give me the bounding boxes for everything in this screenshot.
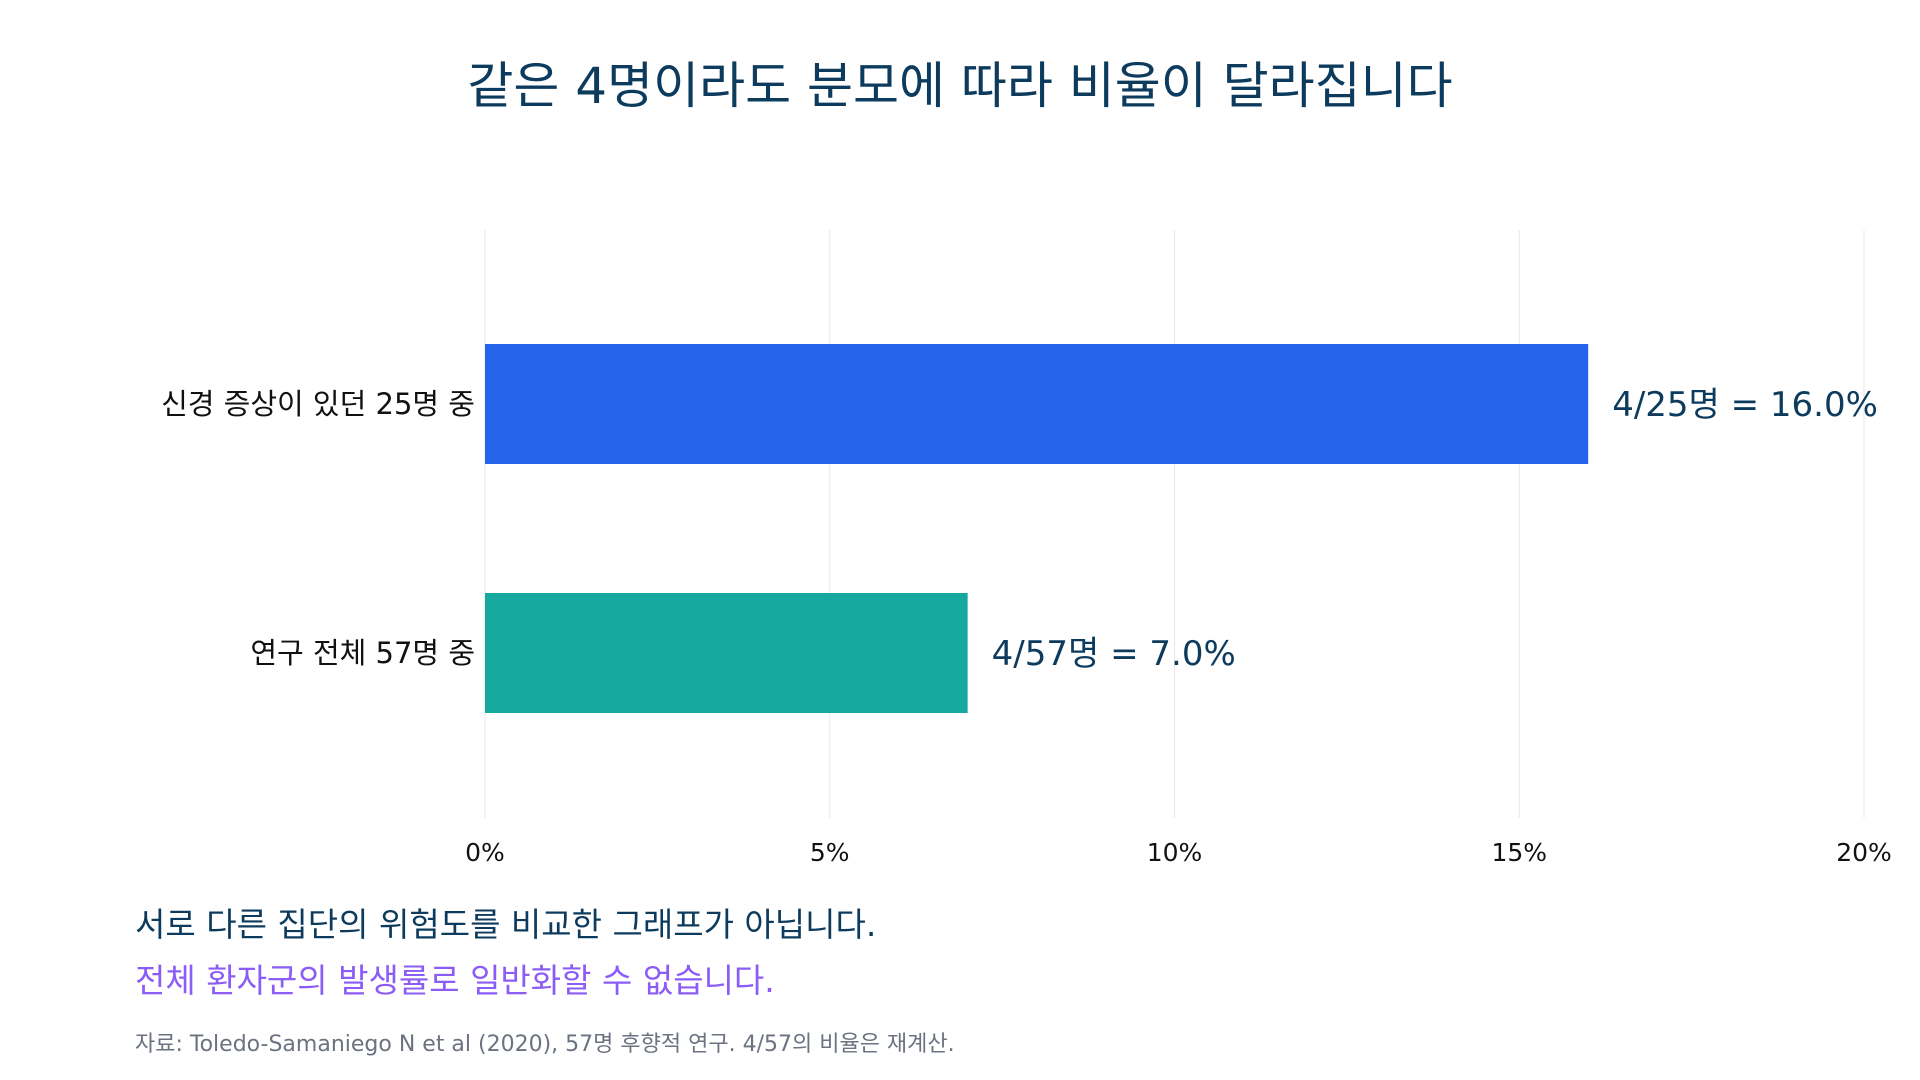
x-tick-label: 15%: [1491, 838, 1547, 867]
value-labels: 4/25명 = 16.0% 4/57명 = 7.0%: [992, 385, 1878, 674]
bars: [485, 344, 1589, 713]
x-tick-label: 0%: [465, 838, 505, 867]
data-label: 4/57명 = 7.0%: [992, 634, 1236, 674]
bar: [485, 344, 1589, 464]
x-axis-tick-labels: 0% 5% 10% 15% 20%: [465, 838, 1892, 867]
x-tick-label: 5%: [810, 838, 850, 867]
gridlines: [484, 230, 1865, 818]
category-label: 신경 증상이 있던 25명 중: [161, 387, 475, 421]
x-tick-label: 20%: [1836, 838, 1892, 867]
source-citation: 자료: Toledo-Samaniego N et al (2020), 57명…: [135, 1032, 955, 1057]
bar: [485, 593, 968, 713]
data-label: 4/25명 = 16.0%: [1612, 385, 1878, 425]
generalization-warning: 전체 환자군의 발생률로 일반화할 수 없습니다.: [135, 961, 775, 1000]
chart-title: 같은 4명이라도 분모에 따라 비율이 달라집니다: [467, 57, 1453, 115]
category-label: 연구 전체 57명 중: [250, 636, 475, 670]
disclaimer-note: 서로 다른 집단의 위험도를 비교한 그래프가 아닙니다.: [135, 905, 877, 944]
category-labels: 신경 증상이 있던 25명 중연구 전체 57명 중: [161, 387, 475, 670]
x-tick-label: 10%: [1147, 838, 1203, 867]
